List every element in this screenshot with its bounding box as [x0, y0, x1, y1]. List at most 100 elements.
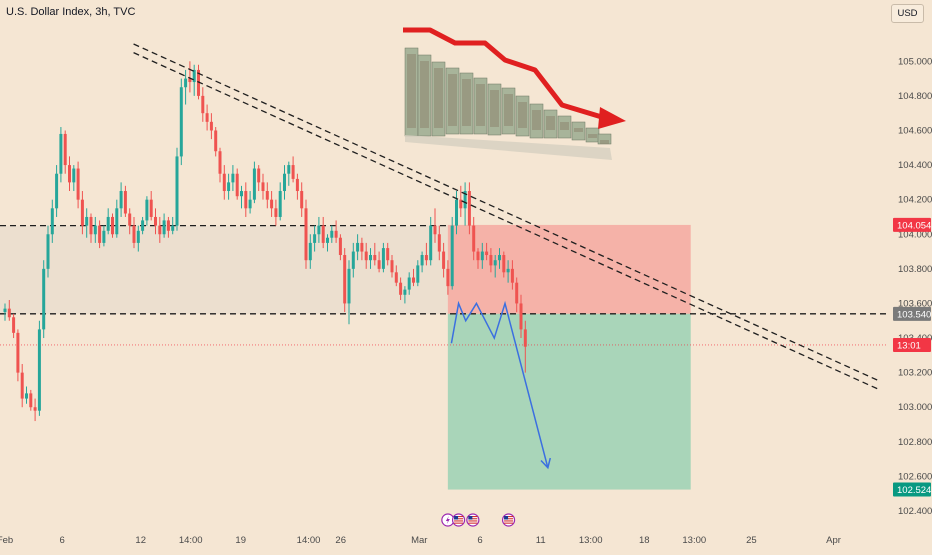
- us-flag-event-icon[interactable]: [466, 513, 480, 527]
- price-tag-target[interactable]: [893, 482, 931, 497]
- y-tick-label: 102.400: [898, 506, 932, 517]
- candle-body: [205, 113, 209, 122]
- red-downtrend-arrow-icon: [403, 27, 626, 129]
- x-tick-label: 19: [235, 535, 246, 546]
- candle-body: [106, 216, 110, 231]
- candle-body: [304, 208, 308, 261]
- flag-stripe: [504, 522, 514, 524]
- currency-button[interactable]: USD: [891, 4, 924, 23]
- candle-body: [450, 225, 454, 287]
- y-tick-label: 104.600: [898, 125, 932, 136]
- candle-body: [171, 225, 175, 231]
- candle-body: [235, 173, 239, 197]
- candles: [3, 61, 527, 422]
- candle-body: [115, 208, 119, 235]
- candle-body: [403, 289, 407, 295]
- bill-portrait: [448, 74, 457, 126]
- candle-body: [175, 156, 179, 226]
- candle-body: [356, 242, 360, 252]
- candle-body: [510, 268, 514, 283]
- candle-body: [321, 225, 325, 243]
- candle-body: [364, 251, 368, 261]
- candle-body: [240, 191, 243, 197]
- candle-body: [416, 265, 420, 283]
- candle-body: [231, 173, 235, 183]
- range-box: [0, 225, 448, 314]
- time-axis: Feb 6 12 14:00 19 14:00 26 Mar 6 11 13:00 18 13:00 25…: [0, 535, 841, 546]
- y-tick-label: 104.000: [898, 229, 932, 240]
- candle-body: [407, 277, 411, 290]
- candle-body: [20, 372, 24, 399]
- stop-loss-zone[interactable]: [447, 224, 691, 314]
- candle-body: [459, 199, 463, 209]
- candle-body: [291, 165, 295, 179]
- flag-stripe: [454, 520, 464, 522]
- candle-body: [154, 216, 157, 226]
- candle-body: [89, 216, 93, 235]
- x-tick-label: 18: [639, 535, 650, 546]
- candle-body: [330, 230, 334, 238]
- bill-portrait: [518, 102, 527, 128]
- candle-body: [467, 191, 471, 226]
- candle-body: [295, 178, 299, 192]
- projection-path[interactable]: [450, 300, 549, 468]
- flag-circle: [451, 513, 466, 527]
- candle-body: [351, 251, 355, 269]
- flag-circle: [466, 513, 480, 527]
- candle-body: [343, 255, 347, 304]
- bill-portrait: [532, 110, 541, 130]
- candle-body: [42, 268, 46, 330]
- candle-body: [244, 191, 248, 209]
- candle-body: [429, 225, 433, 261]
- level-lines: [0, 224, 888, 346]
- take-profit-zone[interactable]: [447, 313, 691, 490]
- flag-canton: [504, 516, 509, 520]
- candle-body: [184, 78, 188, 88]
- flag-stripe: [454, 516, 464, 518]
- candle-body: [158, 225, 162, 235]
- bill-portrait: [420, 61, 429, 128]
- price-tag-countdown[interactable]: [893, 337, 931, 352]
- candle-body: [197, 69, 200, 96]
- event-markers: [441, 513, 516, 527]
- position-zones: [0, 224, 691, 490]
- candle-body: [390, 260, 394, 273]
- y-tick-label: 103.200: [898, 368, 932, 379]
- candle-body: [274, 208, 278, 217]
- candle-body: [149, 199, 153, 217]
- candle-body: [412, 277, 415, 283]
- candle-body: [141, 220, 145, 231]
- candle-body: [308, 242, 312, 261]
- candle-body: [119, 191, 123, 209]
- candle-body: [278, 191, 282, 217]
- candle-body: [201, 95, 205, 114]
- bill-portrait: [600, 140, 609, 144]
- candle-body: [37, 329, 41, 411]
- flag-stripe: [468, 516, 478, 518]
- bill-portrait: [504, 94, 513, 126]
- us-flag-event-icon[interactable]: [501, 513, 516, 527]
- candle-body: [381, 248, 385, 269]
- candle-body: [360, 242, 364, 252]
- price-tag-stop[interactable]: [893, 217, 931, 232]
- candle-body: [472, 225, 476, 252]
- candle-body: [111, 216, 114, 235]
- candle-body: [498, 255, 501, 261]
- candle-body: [179, 87, 183, 157]
- candle-body: [463, 191, 467, 209]
- candle-body: [377, 260, 381, 269]
- price-tag-entry[interactable]: [893, 306, 931, 321]
- candle-body: [128, 213, 132, 226]
- upper-trendline[interactable]: [133, 43, 881, 382]
- candle-body: [3, 308, 7, 313]
- price-tag-label: 104.054: [897, 220, 931, 231]
- candle-body: [209, 121, 213, 131]
- lower-trendline[interactable]: [133, 52, 881, 391]
- candle-body: [7, 308, 11, 318]
- bill-portrait: [560, 122, 569, 130]
- candle-body: [493, 260, 497, 266]
- us-flag-event-icon[interactable]: [451, 513, 466, 527]
- candle-body: [50, 208, 54, 235]
